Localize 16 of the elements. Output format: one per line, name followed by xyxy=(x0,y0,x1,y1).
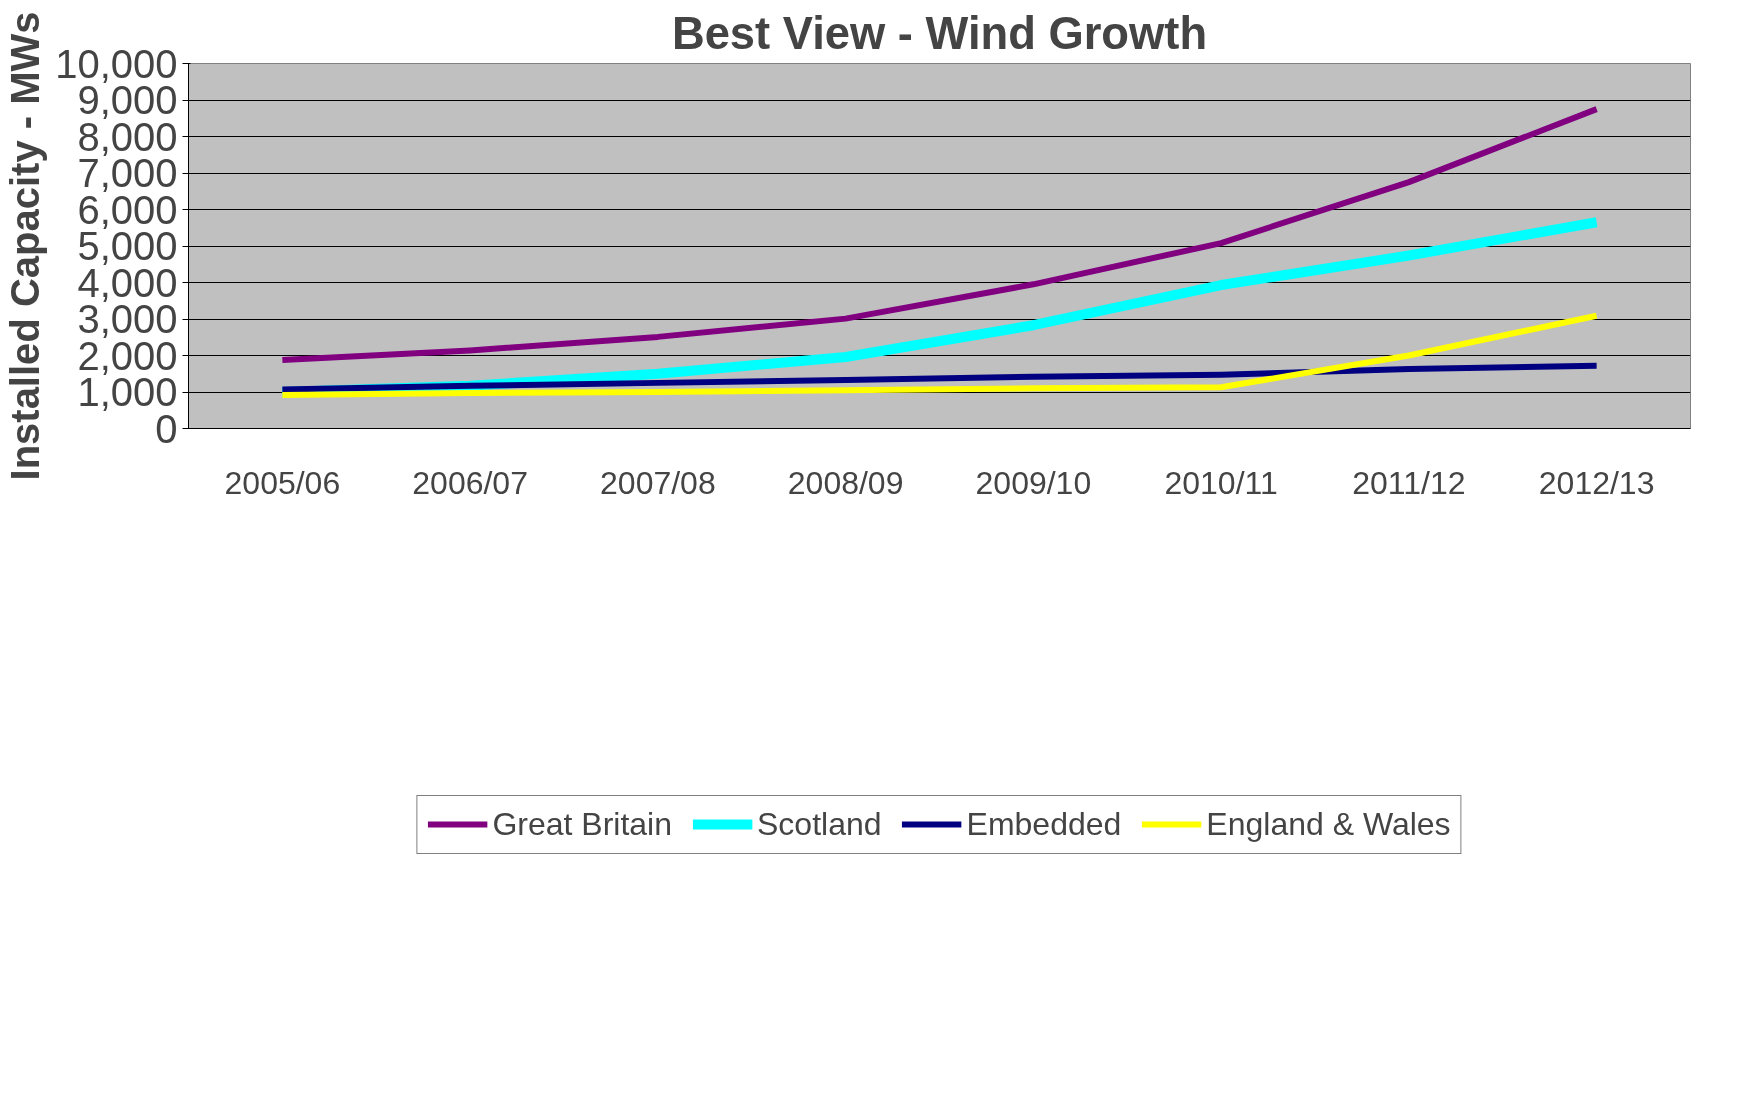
x-tick-label: 2005/06 xyxy=(224,464,341,501)
legend-label: Great Britain xyxy=(492,805,673,843)
x-tick-label: 2007/08 xyxy=(600,464,716,501)
x-tick-label: 2009/10 xyxy=(975,464,1092,501)
x-tick-label: 2008/09 xyxy=(787,464,904,501)
x-tick-label: 2010/11 xyxy=(1164,464,1278,501)
x-tick-label: 2006/07 xyxy=(412,464,528,501)
x-tick-label: 2012/13 xyxy=(1538,464,1655,501)
legend-label: Scotland xyxy=(757,805,882,843)
legend-label: England & Wales xyxy=(1206,805,1451,843)
y-tick-label: 10,000 xyxy=(55,41,178,86)
x-tick-label: 2011/12 xyxy=(1352,464,1466,501)
y-axis-title: Installed Capacity - MWs xyxy=(3,11,48,481)
legend-label: Embedded xyxy=(966,805,1122,843)
chart-title: Best View - Wind Growth xyxy=(671,7,1208,59)
y-tick-label: 0 xyxy=(155,406,178,451)
